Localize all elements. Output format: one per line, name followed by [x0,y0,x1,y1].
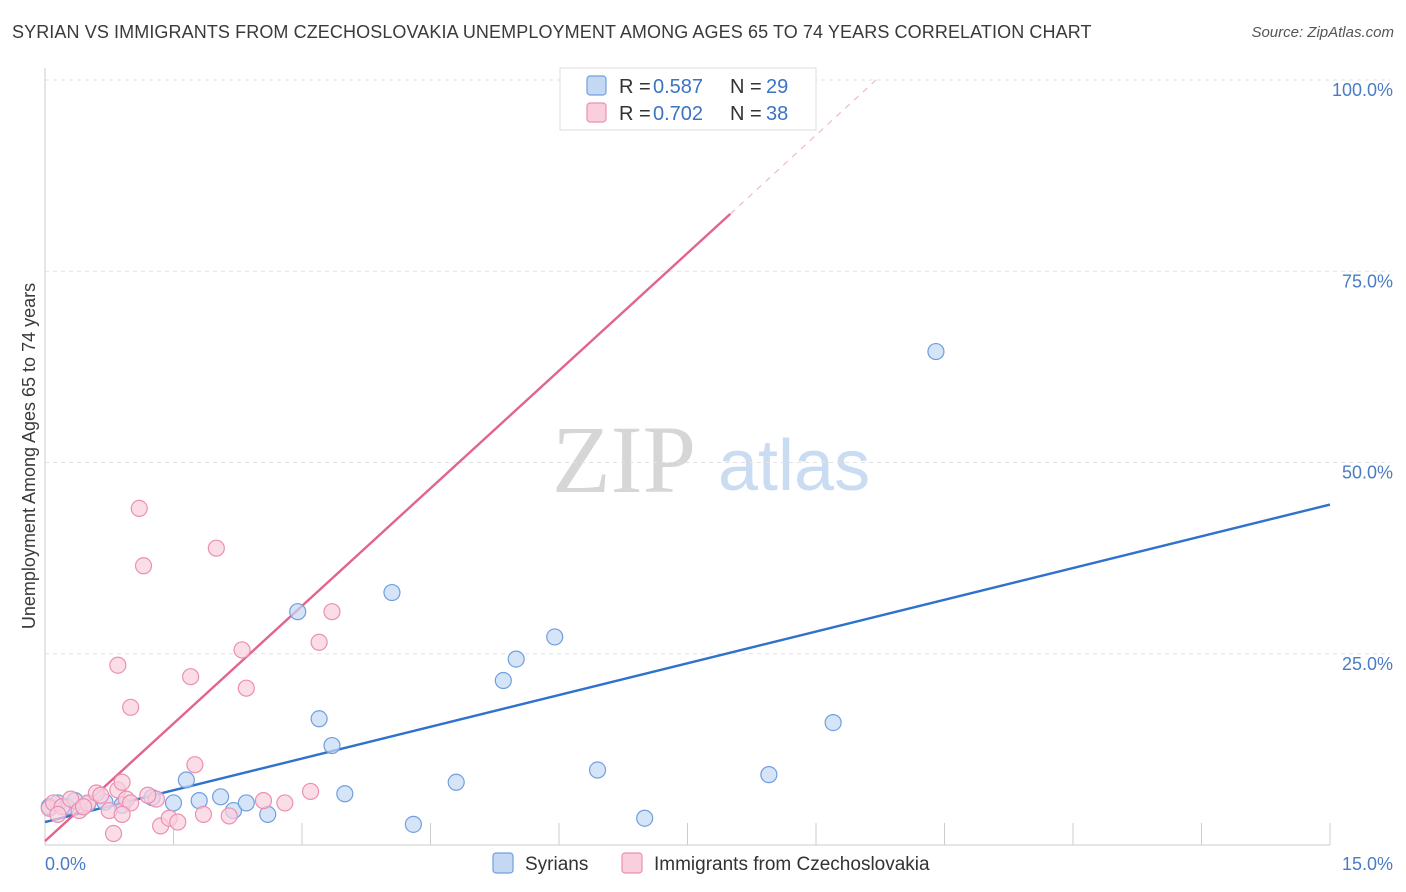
point-czech-37 [169,813,187,831]
point-czech-30 [301,782,320,801]
point-syrians-13 [237,794,255,812]
point-czech-35 [92,786,110,804]
point-syrians-11 [212,788,230,806]
point-syrians-27 [760,766,778,784]
trend-line-czech [44,212,732,843]
point-syrians-19 [383,583,401,602]
gridlines [45,79,1390,655]
point-syrians-28 [824,713,842,732]
bottom-legend-swatch-czech [621,852,643,874]
bottom-legend-label-syrians: Syrians [525,854,588,875]
watermark-zip: ZIP [552,406,696,513]
point-czech-21 [182,668,200,686]
y-tick-label-2: 75.0% [1342,271,1393,291]
chart-source: Source: ZipAtlas.com [1251,24,1394,41]
point-syrians-8 [164,794,183,812]
trend-lines [44,79,1331,843]
point-czech-34 [74,798,93,816]
point-syrians-20 [404,815,422,833]
point-czech-25 [220,807,238,825]
axes [44,68,1331,846]
point-czech-13 [113,805,131,824]
watermark-atlas: atlas [718,426,870,506]
bottom-legend-label-czech: Immigrants from Czechoslovakia [654,854,930,875]
point-czech-23 [194,805,213,824]
point-syrians-29 [927,342,945,361]
legend-r-label-2: R = [619,103,651,125]
x-tick-label-1: 15.0% [1342,854,1393,874]
legend-r-label-1: R = [619,76,651,98]
chart-title: SYRIAN VS IMMIGRANTS FROM CZECHOSLOVAKIA… [12,22,1092,42]
point-czech-26 [233,641,251,659]
point-syrians-24 [546,628,564,646]
legend-swatch-czech [586,102,607,123]
point-czech-31 [310,633,328,651]
legend-box: R = 0.587 N = 29 R = 0.702 N = 38 [559,67,817,131]
point-czech-12 [104,824,123,843]
trend-line-syrians [44,503,1331,824]
point-czech-9 [113,773,131,791]
bottom-legend: Syrians Immigrants from Czechoslovakia [492,852,930,875]
point-czech-22 [186,756,204,774]
legend-n-label-2: N = [730,103,762,125]
point-syrians-26 [636,809,654,827]
point-czech-33 [49,805,67,824]
point-syrians-23 [507,650,525,668]
legend-swatch-syrians [586,75,607,96]
point-czech-3 [62,790,80,808]
point-syrians-21 [447,773,465,791]
point-czech-29 [276,794,294,812]
point-syrians-15 [289,603,307,621]
y-axis-label: Unemployment Among Ages 65 to 74 years [19,283,39,629]
trend-line-extension-czech [729,79,877,215]
point-syrians-25 [588,761,607,779]
bottom-legend-swatch-syrians [492,852,514,874]
legend-n-value-1: 29 [766,76,788,98]
point-czech-27 [237,679,255,697]
point-czech-28 [254,792,273,810]
x-tick-label-0: 0.0% [45,854,86,874]
data-points [40,342,945,843]
point-syrians-22 [494,671,512,690]
point-czech-36 [139,786,157,804]
point-syrians-17 [323,736,341,755]
point-czech-32 [323,603,341,621]
legend-r-value-2: 0.702 [653,103,703,125]
point-czech-24 [207,539,225,557]
point-czech-14 [122,698,140,716]
point-czech-17 [130,499,148,517]
legend-n-label-1: N = [730,76,762,98]
legend-r-value-1: 0.587 [653,76,703,98]
legend-n-value-2: 38 [766,103,788,125]
y-tick-label-3: 100.0% [1332,80,1393,100]
point-syrians-18 [336,785,354,803]
y-tick-label-0: 25.0% [1342,654,1393,674]
point-syrians-16 [310,710,328,728]
point-czech-15 [109,656,127,674]
y-tick-label-1: 50.0% [1342,463,1393,483]
point-czech-11 [122,794,140,812]
tick-labels: 25.0% 50.0% 75.0% 100.0% 0.0% 15.0% [45,80,1393,874]
point-syrians-9 [177,771,195,789]
point-czech-16 [134,557,153,575]
